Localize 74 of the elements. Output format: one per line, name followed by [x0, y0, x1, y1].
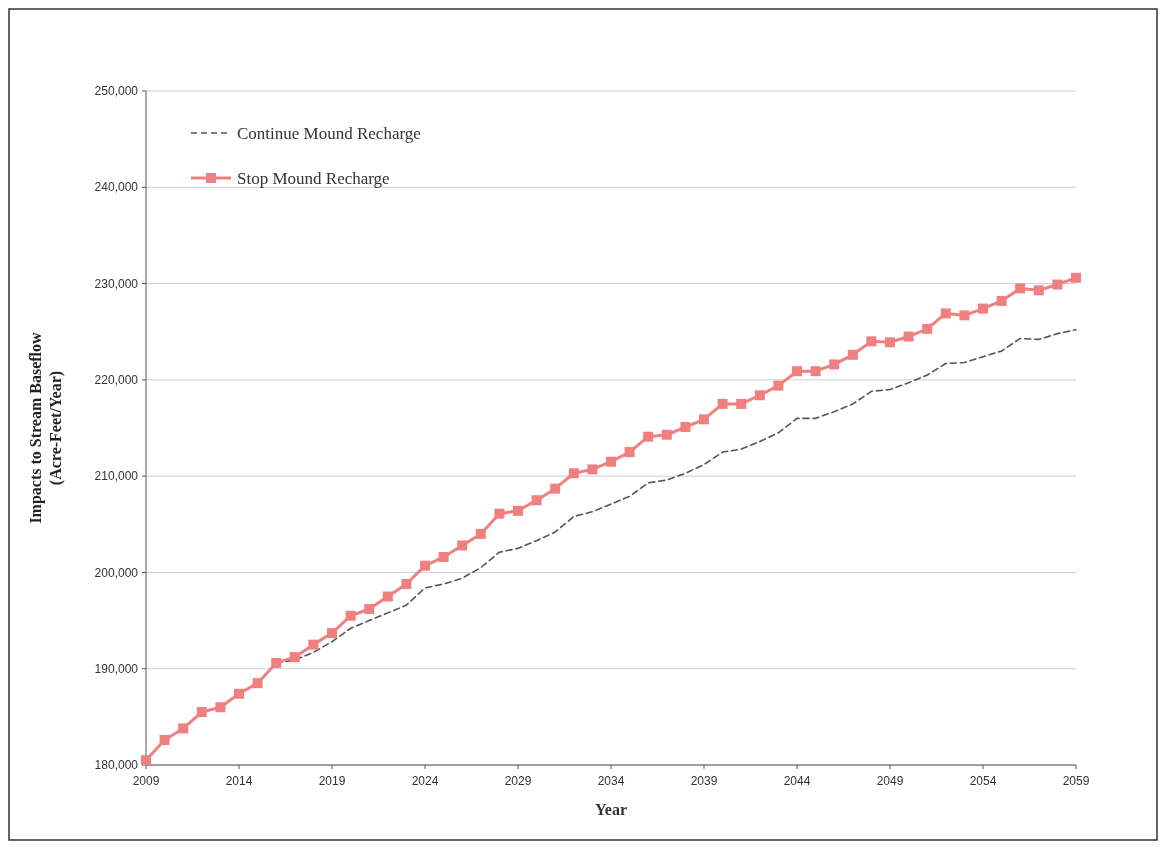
- point: [494, 508, 505, 519]
- point: [680, 422, 691, 433]
- point: [959, 310, 970, 321]
- x-tick-label: 2034: [597, 774, 625, 788]
- y-tick-label: 240,000: [94, 180, 139, 195]
- x-tick-label: 2019: [318, 774, 346, 788]
- y-tick-label: 200,000: [94, 565, 139, 580]
- x-tick-label: 2054: [969, 774, 997, 788]
- point: [587, 464, 598, 475]
- point: [773, 380, 784, 391]
- point: [885, 337, 895, 348]
- point: [438, 552, 449, 563]
- point: [289, 652, 300, 663]
- point: [382, 591, 393, 602]
- x-tick-label: 2009: [132, 774, 160, 788]
- point: [345, 610, 356, 621]
- point: [829, 359, 840, 370]
- y-tick-label: 220,000: [94, 373, 139, 388]
- point: [903, 331, 914, 342]
- x-tick-label: 2039: [690, 774, 718, 788]
- point: [736, 398, 747, 409]
- point: [178, 723, 189, 734]
- point: [1052, 279, 1063, 290]
- y-tick-label: 210,000: [94, 469, 139, 484]
- point: [196, 707, 207, 718]
- point: [661, 429, 672, 440]
- point: [271, 657, 282, 668]
- point: [1033, 285, 1044, 296]
- point: [866, 336, 877, 347]
- point: [159, 734, 170, 745]
- y-tick-label: 230,000: [94, 276, 139, 291]
- point: [531, 495, 542, 506]
- point: [457, 540, 468, 551]
- point: [606, 456, 616, 467]
- point: [1015, 283, 1026, 294]
- point: [717, 398, 728, 409]
- point: [754, 390, 765, 401]
- x-tick-label: 2029: [504, 774, 532, 788]
- point: [308, 639, 319, 650]
- point: [978, 303, 988, 314]
- point: [568, 468, 579, 479]
- y-tick-label: 180,000: [94, 758, 139, 773]
- x-tick-label: 2024: [411, 774, 439, 788]
- x-axis-title: Year: [595, 801, 627, 818]
- point: [420, 560, 430, 571]
- x-tick-label: 2014: [225, 774, 253, 788]
- point: [475, 528, 486, 539]
- y-tick-label: 190,000: [94, 661, 139, 676]
- legend-label: Continue Mound Recharge: [237, 123, 421, 143]
- point: [364, 604, 375, 615]
- point: [847, 349, 858, 360]
- point: [141, 755, 151, 766]
- point: [234, 688, 244, 699]
- y-axis-title: Impacts to Stream Baseflow (Acre-Feet/Year): [27, 331, 65, 524]
- point: [643, 431, 654, 442]
- point: [215, 702, 226, 713]
- point: [810, 366, 821, 377]
- legend-label: Stop Mound Recharge: [237, 168, 390, 188]
- y-tick-label: 250,000: [94, 84, 139, 99]
- point: [513, 505, 523, 516]
- point: [1071, 272, 1081, 283]
- point: [792, 366, 802, 377]
- point: [550, 483, 561, 494]
- x-tick-label: 2044: [783, 774, 811, 788]
- point: [624, 447, 635, 458]
- point: [252, 678, 263, 689]
- x-tick-label: 2049: [876, 774, 904, 788]
- point: [940, 308, 951, 319]
- point: [401, 578, 412, 589]
- point: [996, 295, 1007, 306]
- point: [699, 414, 709, 425]
- point: [327, 628, 337, 639]
- x-tick-label: 2059: [1062, 774, 1090, 788]
- point: [922, 323, 933, 334]
